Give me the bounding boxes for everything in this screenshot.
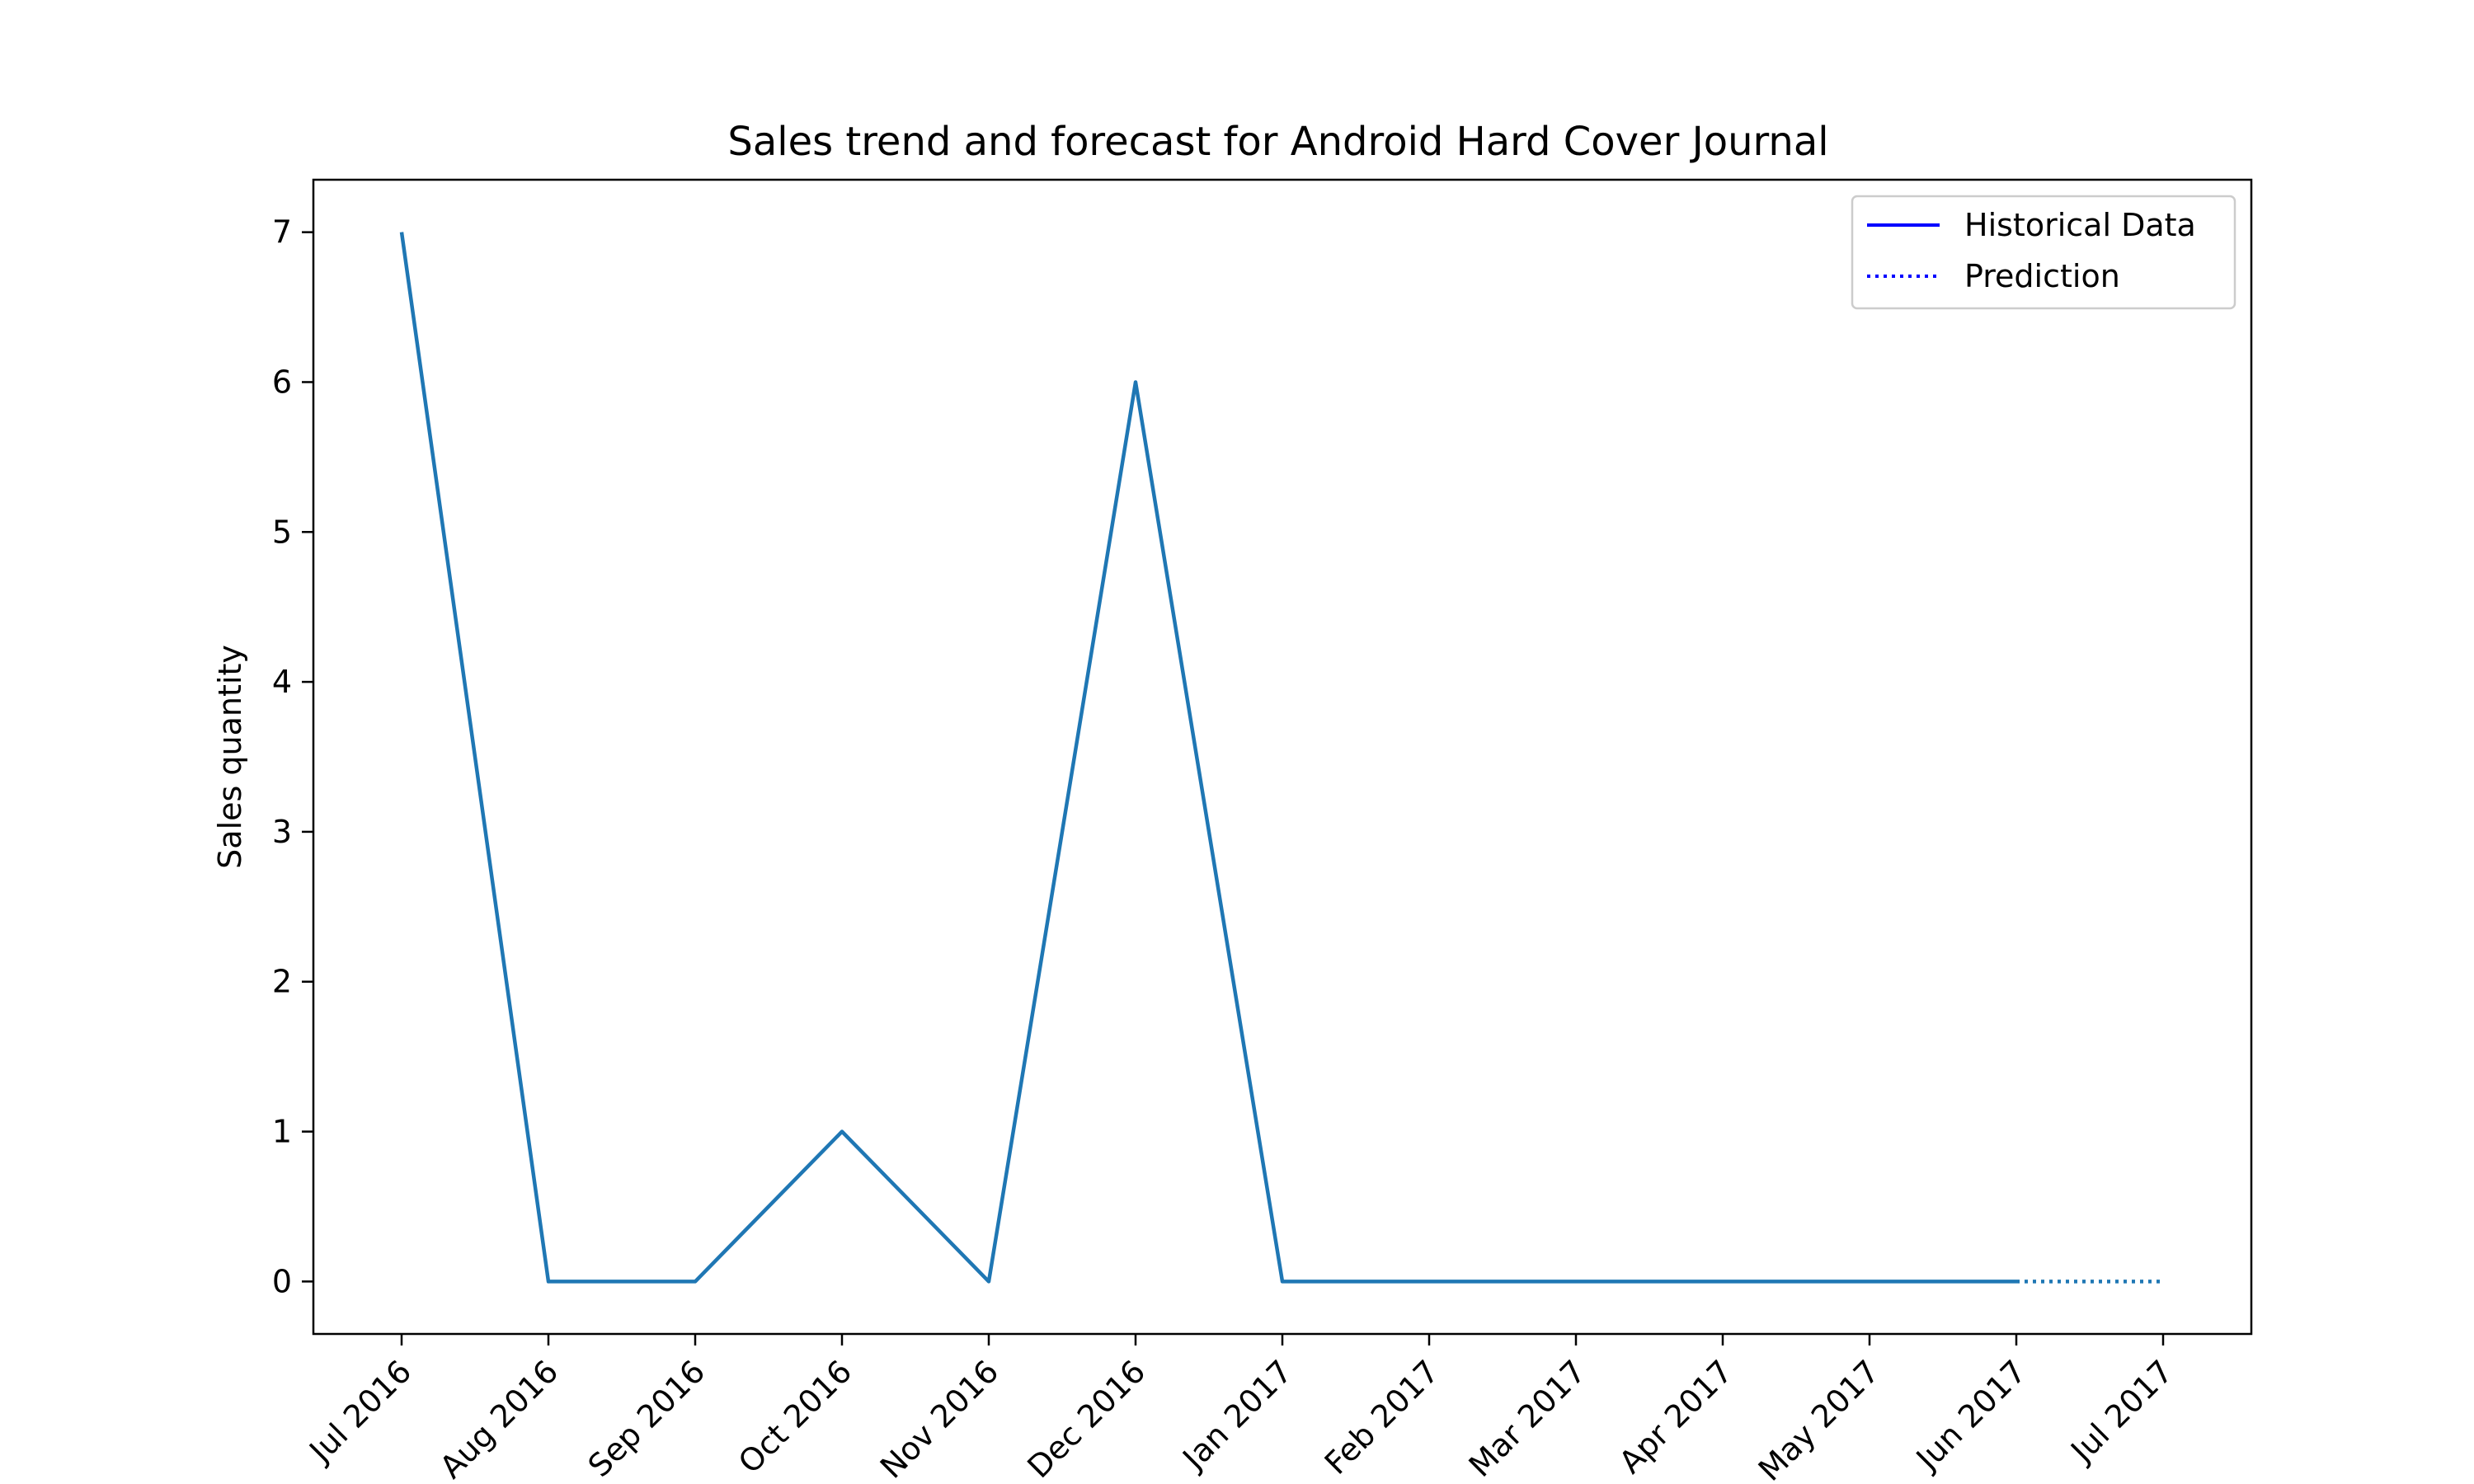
- y-axis-label: Sales quantity: [212, 645, 248, 869]
- legend: Historical Data Prediction: [1851, 195, 2236, 310]
- y-tick-label: 5: [272, 514, 292, 550]
- y-tick-label: 6: [272, 364, 292, 400]
- y-tick-label: 1: [272, 1114, 292, 1150]
- plot-area-frame: [312, 178, 2253, 1336]
- legend-prediction-label: Prediction: [1964, 258, 2120, 294]
- historical-data-line: [399, 232, 2016, 1284]
- y-axis-ticks: 0 1 2 3 4 5 6 7: [272, 214, 313, 1299]
- series-layer: [399, 232, 2163, 1284]
- y-tick-label: 0: [272, 1263, 292, 1299]
- chart-title: Sales trend and forecast for Android Har…: [727, 119, 1828, 165]
- y-tick-label: 7: [272, 214, 292, 251]
- y-tick-label: 2: [272, 964, 292, 1000]
- y-tick-label: 3: [272, 814, 292, 850]
- legend-box: [1851, 195, 2236, 310]
- legend-historical-label: Historical Data: [1964, 207, 2196, 243]
- y-tick-label: 4: [272, 664, 292, 700]
